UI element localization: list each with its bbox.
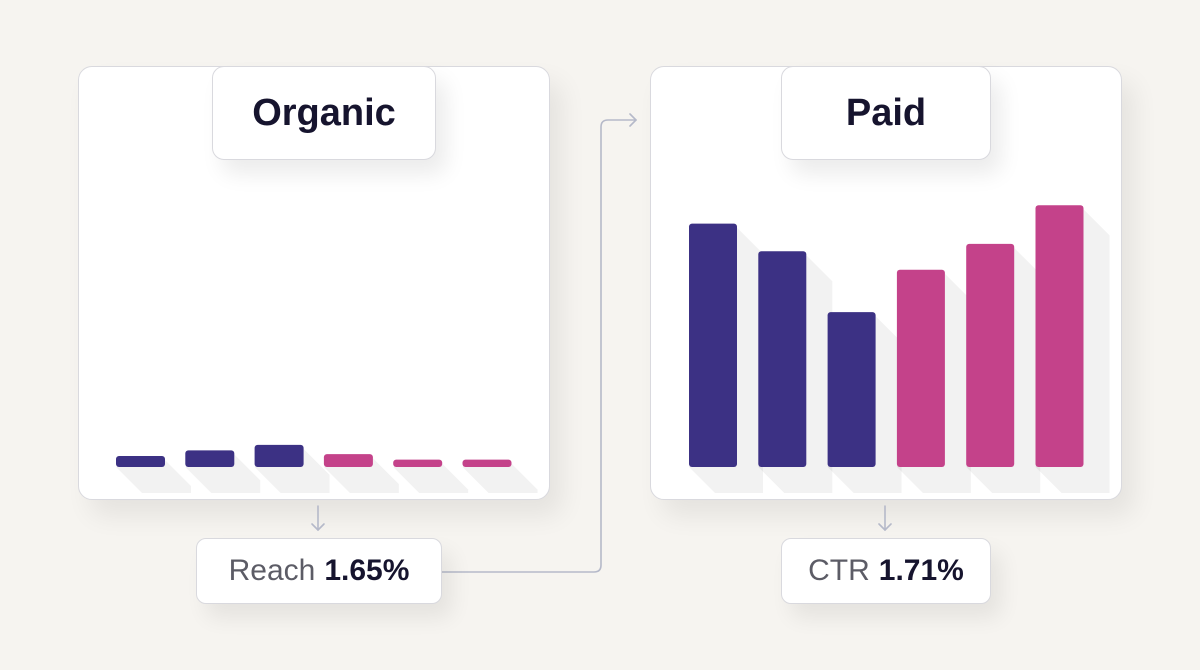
organic-bar-4	[323, 454, 373, 467]
paid-bar-1	[689, 223, 737, 467]
organic-bar-3	[254, 444, 304, 467]
reach-to-paid-arrowhead	[629, 113, 637, 127]
organic-bar-shadow	[393, 463, 469, 493]
flow-connectors	[311, 113, 892, 573]
organic-bar-6	[462, 459, 512, 467]
organic-chart-title: Organic	[212, 66, 436, 160]
paid-bar-6	[1035, 205, 1084, 467]
reach-to-paid-connector	[441, 119, 637, 573]
organic-down-arrowhead	[311, 523, 325, 531]
organic-bar-1	[116, 455, 165, 467]
organic-bar-5	[393, 459, 443, 467]
paid-ctr-metric: CTR 1.71%	[781, 538, 991, 604]
ctr-metric-value: 1.71%	[878, 554, 964, 587]
organic-bar-shadow	[116, 459, 191, 493]
paid-bar-5	[966, 243, 1015, 467]
reach-metric-label: Reach	[228, 554, 316, 587]
organic-bar-shadow	[462, 463, 538, 493]
paid-chart-title: Paid	[781, 66, 991, 160]
organic-bar-series	[116, 444, 538, 493]
ctr-metric-label: CTR	[808, 554, 870, 587]
organic-bar-2	[185, 450, 235, 467]
reach-metric-value: 1.65%	[324, 554, 410, 587]
paid-down-arrowhead	[878, 523, 892, 531]
paid-bar-4	[896, 269, 945, 467]
paid-bar-series	[689, 205, 1110, 493]
paid-bar-2	[758, 251, 807, 467]
organic-bar-shadow	[254, 448, 330, 493]
organic-reach-metric: Reach 1.65%	[196, 538, 442, 604]
paid-bar-3	[827, 312, 876, 467]
